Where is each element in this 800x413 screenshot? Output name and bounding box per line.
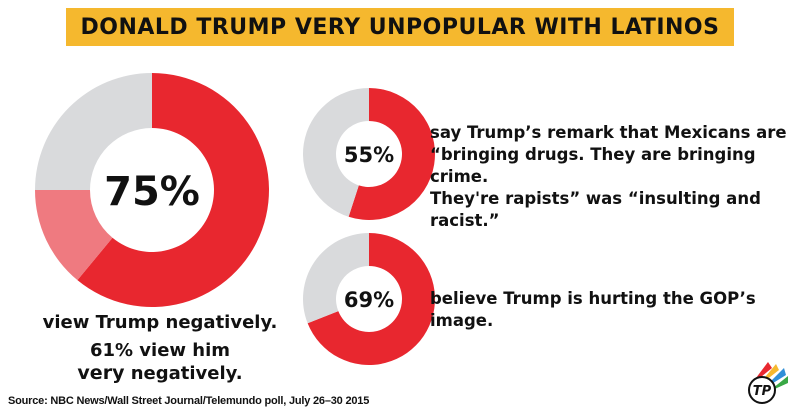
stat-55-caption: say Trump’s remark that Mexicans are “br… bbox=[430, 122, 790, 232]
stat-55-caption-line: say Trump’s remark that Mexicans are bbox=[430, 123, 787, 142]
donut-55 bbox=[303, 88, 435, 220]
donut-main-center-label: 75% bbox=[104, 169, 200, 215]
main-caption-line2: 61% view him very negatively. bbox=[30, 340, 290, 385]
stat-69-caption-line: believe Trump is hurting the GOP’s image… bbox=[430, 289, 756, 330]
donut-69-center-label: 69% bbox=[344, 288, 394, 312]
donut-69 bbox=[302, 233, 435, 366]
donut-55-center-label: 55% bbox=[344, 143, 394, 167]
donut-55-slice-insulting-and-racist bbox=[348, 88, 435, 220]
donut-55-slice-other bbox=[303, 88, 369, 217]
donut-main-slice-somewhat-negatively bbox=[35, 190, 113, 281]
chart-title: DONALD TRUMP VERY UNPOPULAR WITH LATINOS bbox=[80, 14, 720, 40]
stat-55-caption-line: They're rapists” was “insulting and raci… bbox=[430, 189, 761, 230]
main-caption-61: 61% view him bbox=[89, 340, 231, 361]
donut-main-slice-very-negatively bbox=[77, 73, 270, 307]
title-banner: DONALD TRUMP VERY UNPOPULAR WITH LATINOS bbox=[66, 8, 734, 46]
donut-69-slice-hurting-GOP-image bbox=[307, 233, 435, 366]
main-caption-line1: view Trump negatively. bbox=[42, 312, 278, 333]
main-caption-very: very bbox=[77, 362, 125, 384]
source-note: Source: NBC News/Wall Street Journal/Tel… bbox=[8, 395, 370, 407]
logo-text: TP bbox=[753, 384, 772, 399]
donut-main bbox=[35, 73, 270, 307]
thinkprogress-logo-icon: TP bbox=[748, 362, 788, 404]
stat-55-caption-line: “bringing drugs. They are bringing crime… bbox=[430, 145, 756, 186]
donut-69-slice-other bbox=[302, 233, 369, 324]
main-caption-negatively: negatively. bbox=[124, 363, 243, 384]
donut-main-slice-other bbox=[35, 73, 152, 190]
stat-69-caption: believe Trump is hurting the GOP’s image… bbox=[430, 288, 790, 332]
